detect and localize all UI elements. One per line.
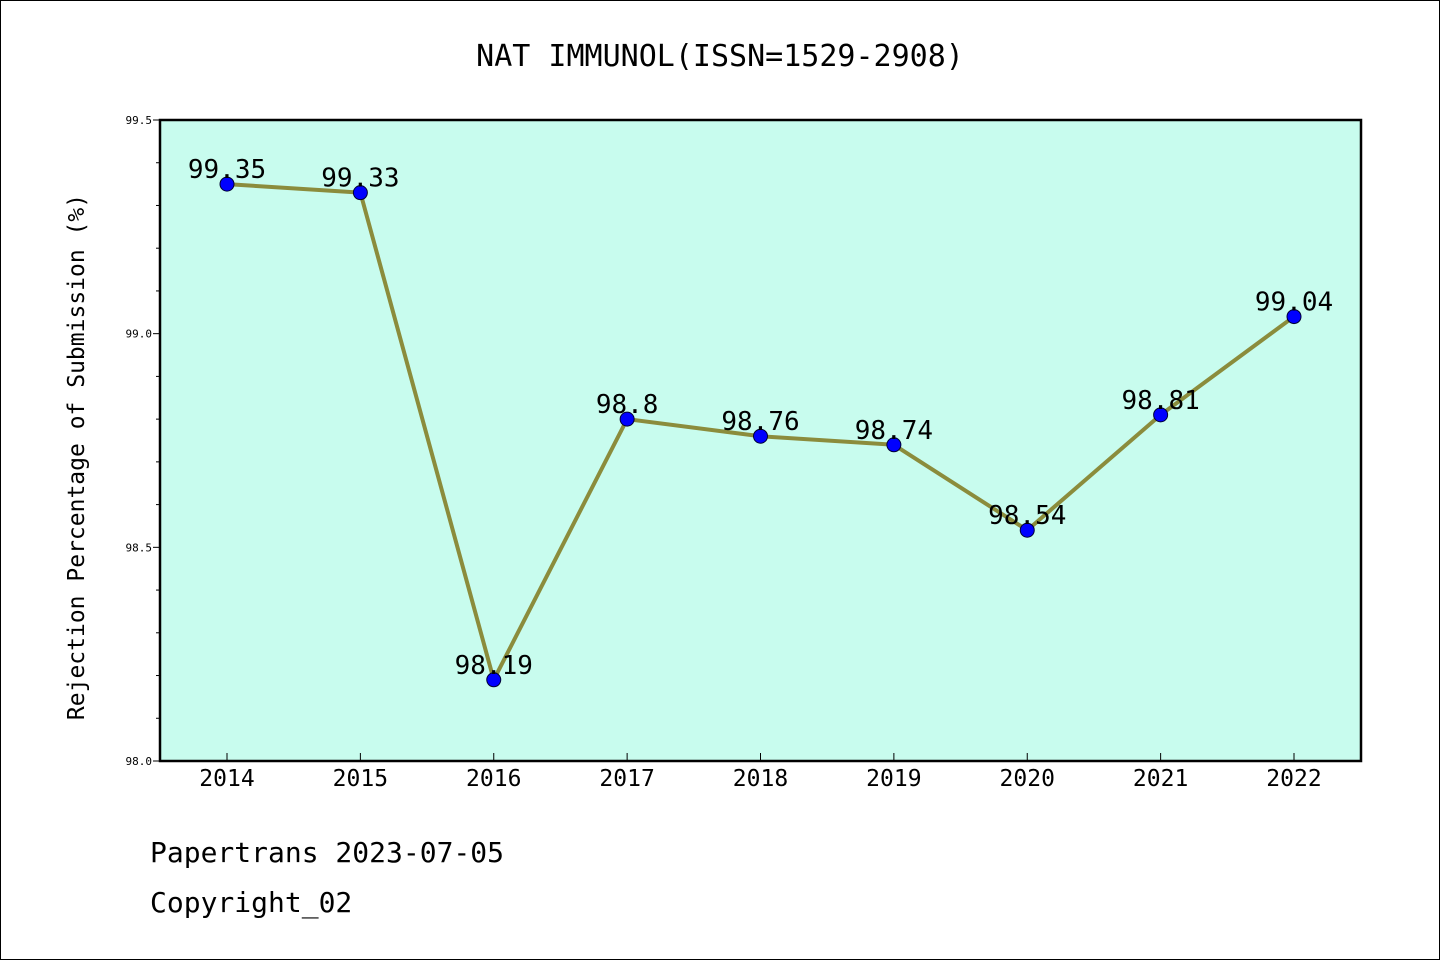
data-point (1153, 407, 1169, 423)
x-tick-label: 2017 (599, 766, 654, 792)
data-point (886, 437, 902, 453)
x-tick-label: 2020 (1000, 766, 1055, 792)
data-label: 99.04 (1255, 288, 1333, 318)
y-axis: 98.0 98.5 99.0 99.5 (126, 114, 160, 768)
x-tick-label: 2014 (199, 766, 254, 792)
data-point (1286, 309, 1302, 325)
data-label: 99.35 (188, 155, 266, 185)
data-label: 98.76 (721, 407, 799, 437)
footer-date: Papertrans 2023-07-05 (150, 836, 505, 869)
data-label: 98.81 (1121, 386, 1199, 416)
y-tick-label: 99.0 (126, 328, 153, 341)
data-point (753, 428, 768, 444)
y-tick-label: 98.0 (126, 755, 153, 768)
y-tick-label: 98.5 (126, 541, 153, 554)
y-axis-label: Rejection Percentage of Submission (%) (64, 194, 90, 720)
x-tick-label: 2018 (733, 766, 788, 792)
chart-title: NAT IMMUNOL(ISSN=1529-2908) (476, 39, 964, 74)
x-tick-label: 2016 (466, 766, 521, 792)
x-tick-label: 2019 (866, 766, 921, 792)
data-label: 98.8 (596, 390, 659, 420)
data-label: 99.33 (321, 164, 399, 194)
series-group: 99.35 99.33 98.19 98.8 98.76 98.74 98.54 98.81 9… (188, 155, 1333, 688)
data-point (1019, 522, 1035, 538)
data-point (486, 672, 502, 688)
plot-area (158, 118, 1363, 763)
x-tick-label: 2021 (1133, 766, 1188, 792)
data-label: 98.74 (855, 416, 933, 446)
data-label: 98.19 (455, 651, 533, 681)
data-label: 98.54 (988, 501, 1066, 531)
x-tick-label: 2022 (1266, 766, 1321, 792)
data-point (219, 176, 235, 192)
footer-copyright: Copyright_02 (150, 886, 353, 919)
x-axis: 2014 2015 2016 2017 2018 2019 2020 2021 2022 (199, 753, 1322, 792)
data-point (619, 411, 635, 427)
x-tick-label: 2015 (333, 766, 388, 792)
data-point (352, 185, 368, 201)
y-tick-label: 99.5 (126, 114, 153, 127)
